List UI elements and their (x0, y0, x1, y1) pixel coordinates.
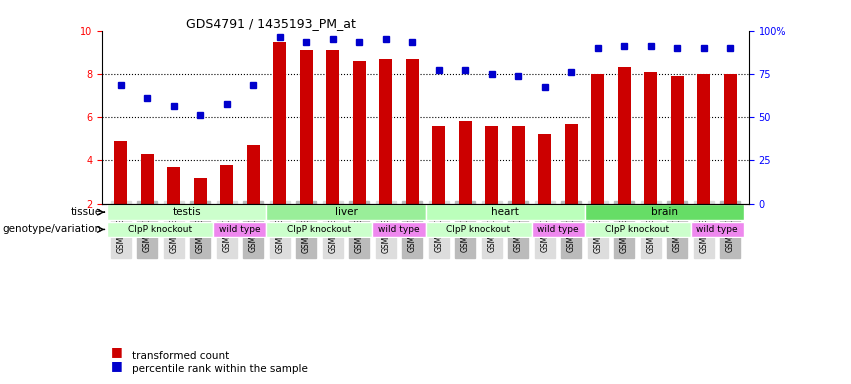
Bar (591, 74, 604, 204)
FancyBboxPatch shape (532, 222, 585, 237)
Text: ClpP knockout: ClpP knockout (447, 225, 511, 234)
Bar (167, 167, 180, 204)
FancyBboxPatch shape (373, 222, 426, 237)
Bar (618, 68, 631, 204)
Text: wild type: wild type (537, 225, 579, 234)
Text: heart: heart (491, 207, 519, 217)
Bar (379, 59, 392, 204)
Text: genotype/variation: genotype/variation (3, 224, 101, 235)
Bar (644, 72, 658, 204)
Text: ■: ■ (111, 359, 123, 372)
Text: wild type: wild type (378, 225, 420, 234)
Bar (511, 126, 525, 204)
Bar (697, 74, 711, 204)
FancyBboxPatch shape (690, 222, 744, 237)
Bar (220, 165, 233, 204)
FancyBboxPatch shape (214, 222, 266, 237)
Text: liver: liver (334, 207, 357, 217)
Bar (671, 76, 684, 204)
Text: GDS4791 / 1435193_PM_at: GDS4791 / 1435193_PM_at (186, 17, 356, 30)
Bar (114, 141, 128, 204)
FancyBboxPatch shape (585, 222, 690, 237)
Text: ClpP knockout: ClpP knockout (129, 225, 192, 234)
Bar (273, 41, 286, 204)
Text: testis: testis (173, 207, 201, 217)
Text: ClpP knockout: ClpP knockout (606, 225, 670, 234)
Bar (459, 121, 472, 204)
Text: wild type: wild type (696, 225, 738, 234)
Text: percentile rank within the sample: percentile rank within the sample (132, 364, 308, 374)
Text: transformed count: transformed count (132, 351, 229, 361)
Bar (485, 126, 499, 204)
Bar (247, 145, 260, 204)
Bar (432, 126, 445, 204)
Bar (538, 134, 551, 204)
Bar (140, 154, 154, 204)
FancyBboxPatch shape (426, 204, 585, 220)
Bar (723, 74, 737, 204)
FancyBboxPatch shape (266, 222, 373, 237)
FancyBboxPatch shape (107, 204, 266, 220)
FancyBboxPatch shape (266, 204, 426, 220)
FancyBboxPatch shape (585, 204, 744, 220)
Bar (300, 50, 313, 204)
Text: ClpP knockout: ClpP knockout (288, 225, 351, 234)
Bar (565, 124, 578, 204)
FancyBboxPatch shape (107, 222, 214, 237)
Text: brain: brain (650, 207, 677, 217)
Bar (406, 59, 419, 204)
Bar (352, 61, 366, 204)
Bar (193, 177, 207, 204)
Text: wild type: wild type (220, 225, 260, 234)
Text: ■: ■ (111, 345, 123, 358)
Text: tissue: tissue (71, 207, 101, 217)
Bar (326, 50, 340, 204)
FancyBboxPatch shape (426, 222, 532, 237)
